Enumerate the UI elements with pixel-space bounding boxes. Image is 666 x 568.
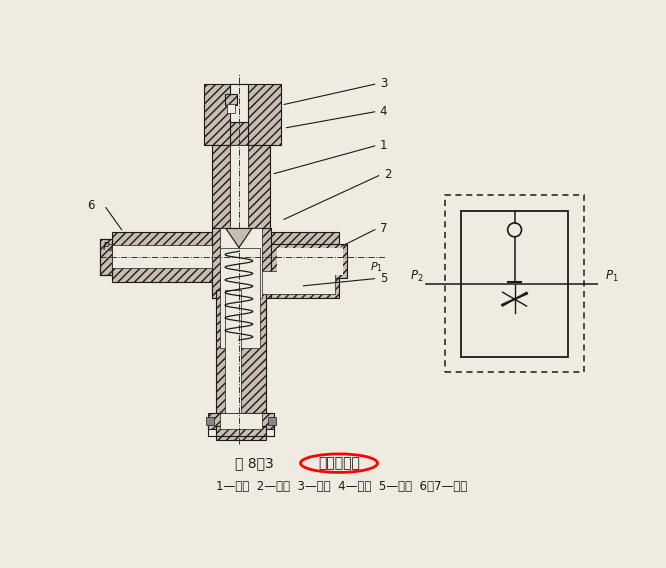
Text: $P_1$: $P_1$ <box>605 269 619 283</box>
Bar <box>225 94 237 105</box>
Bar <box>446 195 584 372</box>
Text: 1: 1 <box>380 139 388 152</box>
Text: 2: 2 <box>384 168 391 181</box>
Polygon shape <box>226 228 252 248</box>
Bar <box>112 245 212 268</box>
Text: 6: 6 <box>87 199 95 212</box>
Text: $P_2$: $P_2$ <box>102 240 115 254</box>
Bar <box>101 239 112 274</box>
Bar <box>206 417 214 425</box>
Bar <box>230 83 248 122</box>
Text: 1—阀体  2—阀芯  3—螺母  4—顶杆  5—弹簧  6，7—油口: 1—阀体 2—阀芯 3—螺母 4—顶杆 5—弹簧 6，7—油口 <box>216 480 467 493</box>
Bar <box>278 248 343 274</box>
Text: 7: 7 <box>380 222 388 235</box>
Bar <box>204 83 281 145</box>
Bar <box>461 211 569 357</box>
Bar <box>220 413 262 428</box>
Text: 4: 4 <box>380 105 388 118</box>
Text: $P_1$: $P_1$ <box>370 260 383 274</box>
Bar <box>220 248 260 348</box>
Bar <box>212 145 270 232</box>
Bar <box>270 244 347 278</box>
Bar <box>208 413 274 428</box>
Bar <box>230 145 248 232</box>
Text: 3: 3 <box>380 77 387 90</box>
Bar <box>212 232 339 298</box>
Text: 单向节流阀: 单向节流阀 <box>318 456 360 470</box>
Bar <box>212 228 271 298</box>
Bar <box>225 290 241 413</box>
Text: 图 8－3: 图 8－3 <box>235 456 274 470</box>
Bar <box>268 417 276 425</box>
Bar <box>216 290 266 413</box>
Bar <box>220 228 262 298</box>
Text: 5: 5 <box>380 272 387 285</box>
Bar <box>220 271 335 294</box>
Bar <box>230 122 248 244</box>
Bar <box>112 232 212 282</box>
Bar <box>216 426 266 440</box>
Text: $P_2$: $P_2$ <box>410 269 424 283</box>
Bar <box>227 103 235 113</box>
